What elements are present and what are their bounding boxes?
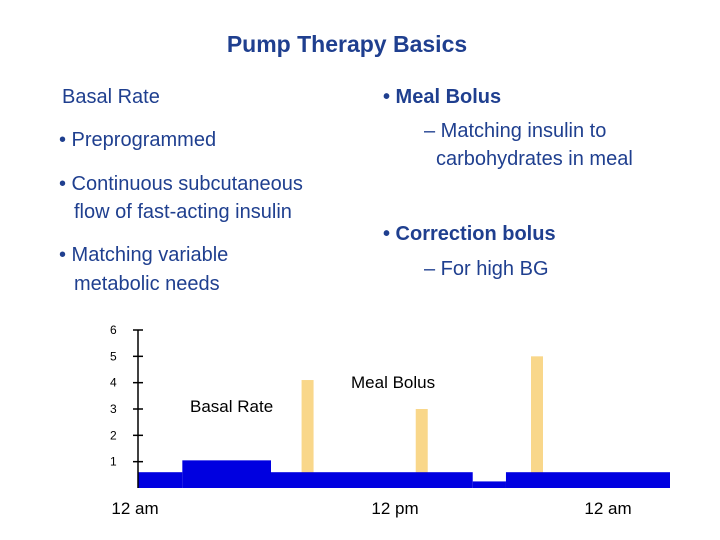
meal-bolus-annotation: Meal Bolus — [351, 373, 435, 392]
correction-bolus-sub-line1: – For high BG — [424, 258, 549, 280]
page-title: Pump Therapy Basics — [226, 31, 468, 57]
bullet-continuous-line2: flow of fast-acting insulin — [74, 201, 292, 223]
x-tick-label-1: 12 am — [111, 499, 158, 518]
basal-segment-3 — [271, 472, 473, 488]
x-tick-label-2: 12 pm — [371, 499, 418, 518]
y-tick-label-1: 1 — [110, 455, 117, 469]
meal-bolus-sub-line2: carbohydrates in meal — [436, 148, 633, 170]
basal-segment-5 — [505, 472, 670, 488]
bolus-bar-2 — [415, 409, 428, 488]
bolus-bar-1 — [301, 380, 314, 488]
x-tick-label-3: 12 am — [584, 499, 631, 518]
y-tick-label-5: 5 — [110, 349, 117, 363]
y-tick-label-4: 4 — [110, 376, 117, 390]
y-tick-label-6: 6 — [110, 323, 117, 337]
correction-bolus-heading: • Correction bolus — [383, 223, 556, 245]
y-tick-label-2: 2 — [110, 428, 117, 442]
basal-rate-heading: Basal Rate — [62, 86, 160, 108]
bolus-bar-3 — [531, 356, 543, 488]
bullet-metabolic-line2: metabolic needs — [74, 273, 220, 295]
bullet-preprogrammed: • Preprogrammed — [59, 129, 217, 151]
meal-bolus-heading: • Meal Bolus — [383, 86, 502, 108]
bullet-continuous-line1: • Continuous subcutaneous — [59, 173, 303, 195]
basal-segment-2 — [182, 460, 271, 488]
basal-segment-4 — [472, 481, 506, 488]
meal-bolus-sub-line1: – Matching insulin to — [424, 120, 607, 142]
basal-segment-1 — [138, 472, 183, 488]
basal-rate-annotation: Basal Rate — [190, 397, 273, 416]
bullet-metabolic-line1: • Matching variable — [59, 244, 229, 266]
y-tick-label-3: 3 — [110, 402, 117, 416]
